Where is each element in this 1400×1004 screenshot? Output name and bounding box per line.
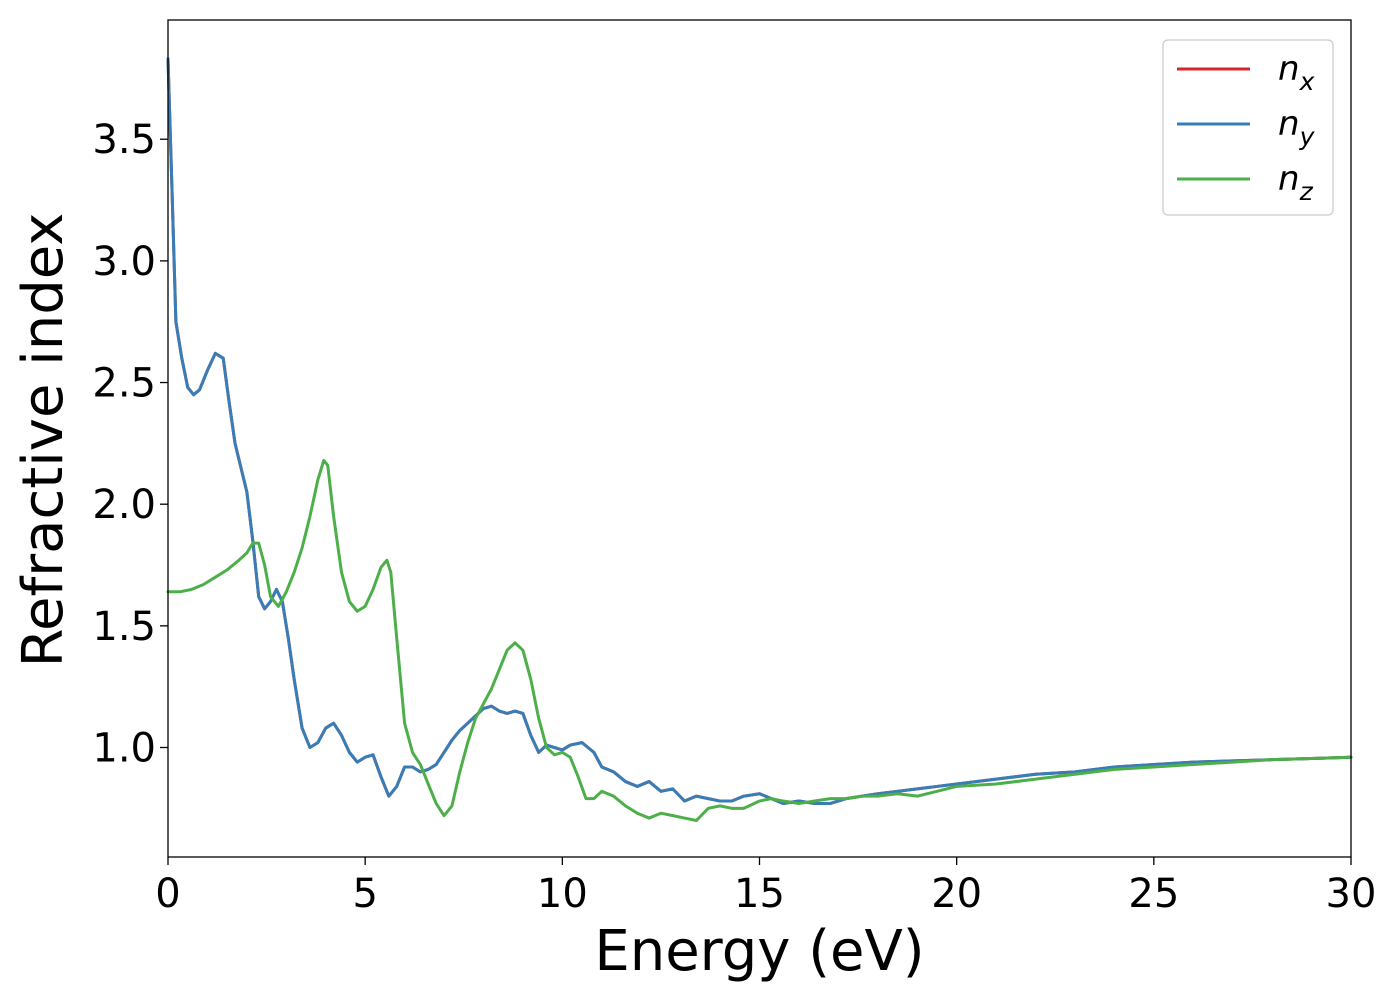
x-tick-label: 5	[352, 871, 377, 917]
y-tick-label: 2.5	[92, 361, 156, 407]
legend-label-subscript: z	[1299, 177, 1314, 206]
y-axis-ticks: 1.0 1.5 2.0 2.5 3.0 3.5	[92, 117, 168, 772]
y-tick-label: 1.5	[92, 604, 156, 650]
legend-label-subscript: x	[1299, 67, 1315, 96]
legend-frame	[1162, 39, 1334, 216]
series-line-z	[166, 458, 1353, 822]
y-tick-label: 1.0	[92, 726, 156, 772]
legend-label-base: n	[1278, 159, 1300, 199]
plot-lines	[166, 57, 1353, 822]
x-tick-label: 0	[155, 871, 180, 917]
legend-label-x: nx	[1278, 49, 1315, 96]
legend-label-base: n	[1278, 49, 1300, 89]
legend-label-y: ny	[1278, 104, 1316, 151]
y-axis-title: Refractive index	[11, 213, 76, 668]
x-tick-label: 20	[931, 871, 982, 917]
legend-label-base: n	[1278, 104, 1300, 144]
x-tick-label: 25	[1128, 871, 1179, 917]
x-axis-ticks: 0 5 10 15 20 25 30	[155, 857, 1376, 917]
y-tick-label: 3.0	[92, 239, 156, 285]
x-tick-label: 30	[1326, 871, 1377, 917]
x-axis-title: Energy (eV)	[594, 919, 924, 984]
y-tick-label: 2.0	[92, 482, 156, 528]
legend-label-z: nz	[1278, 159, 1314, 206]
x-tick-label: 15	[734, 871, 785, 917]
x-tick-label: 10	[537, 871, 588, 917]
legend-label-subscript: y	[1299, 122, 1316, 151]
y-tick-label: 3.5	[92, 117, 156, 163]
